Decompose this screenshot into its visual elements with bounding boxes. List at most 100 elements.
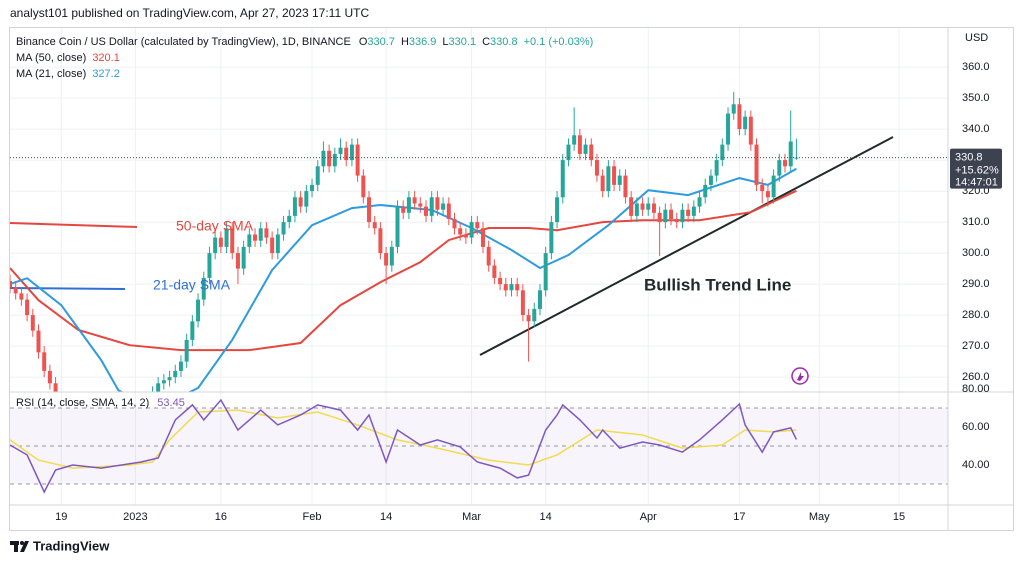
candle-body [640,203,645,210]
y-tick-label: 270.0 [962,340,990,352]
candle-body [207,253,212,278]
candle-body [270,237,275,254]
candle-body [378,228,383,254]
candle-body [344,147,349,161]
candle-body [532,308,537,322]
candle-body [731,104,736,114]
candle-body [651,203,656,213]
candle-body [623,175,628,198]
candle-body [617,175,622,185]
candle-body [321,150,326,167]
candle-body [332,153,337,167]
candle-body [612,166,617,185]
candle-body [697,197,702,207]
candle-body [372,222,377,229]
x-tick-label: Apr [640,511,657,523]
candle-body [606,166,611,192]
candle-body [629,197,634,216]
candle-body [543,253,548,291]
candle-body [435,197,440,210]
header: analyst101 published on TradingView.com,… [10,6,369,20]
candle-body [441,203,446,210]
candle-body [743,116,748,130]
candle-body [600,175,605,192]
candle-body [480,228,485,247]
x-tick-label: 17 [733,511,745,523]
candle-body [765,191,770,198]
candle-body [384,253,389,266]
footer: TradingView [33,538,110,553]
candle-body [241,246,246,269]
candle-body [515,284,520,291]
candle-body [258,228,263,241]
price-pane [10,91,894,392]
y-tick-label: 310.0 [962,216,990,228]
candle-body [720,144,725,161]
x-tick-label: 15 [893,511,905,523]
candle-body [355,144,360,176]
candle-body [47,370,52,384]
candle-body [235,253,240,269]
candle-body [264,228,269,238]
candle-body [572,135,577,145]
legend-ma21: MA (21, close) 327.2 [16,68,120,80]
annotation: Bullish Trend Line [644,275,791,294]
alert-icon[interactable] [791,367,809,385]
logo-part [14,541,18,552]
candle-body [560,160,565,198]
y-tick-label: 340.0 [962,123,990,135]
candle-body [338,147,343,154]
x-tick-label: Feb [303,511,322,523]
candle-body [292,197,297,216]
candle-body [452,218,457,229]
x-tick-label: 14 [380,511,392,523]
candle-body [788,141,793,167]
candle-body [30,315,35,331]
candle-body [25,299,30,316]
x-tick-label: Mar [462,511,481,523]
y-tick-label: 280.0 [962,309,990,321]
y-tick-label: 290.0 [962,278,990,290]
rsi-sma [10,409,797,469]
candle-body [184,339,189,362]
candle-body [458,228,463,235]
logo-part [20,541,24,545]
candle-body [589,144,594,161]
candle-body [520,290,525,316]
candle-body [230,228,235,254]
candle-body [173,370,178,378]
rsi-tick-label: 40.00 [962,459,990,471]
candle-body [737,104,742,130]
candle-body [509,284,514,291]
legend-rsi: RSI (14, close, SMA, 14, 2) 53.45 [16,397,185,409]
candle-body [663,209,668,223]
candle-body [36,330,41,353]
candle-body [669,209,674,219]
candle-body [526,315,531,322]
candle-body [634,203,639,216]
candle-body [577,135,582,154]
candle-body [13,287,18,294]
ma-line [10,189,797,352]
candle-body [275,234,280,254]
candle-body [412,197,417,204]
rsi-tick-label: 60.00 [962,421,990,433]
candle-body [691,206,696,216]
candle-body [10,281,12,288]
y-tick-label: 260.0 [962,371,990,383]
candle-body [583,144,588,154]
candle-body [218,237,223,247]
alert-icon-bolt [797,372,804,381]
candle-body [726,113,731,145]
candle-body [537,290,542,309]
x-tick-label: 14 [540,511,552,523]
countdown: 14:47:01 [955,177,998,189]
frame [9,27,1014,531]
candle-body [53,383,58,392]
candle-body [367,197,372,223]
candle-body [178,361,183,371]
candle-body [463,234,468,238]
candle-body [486,246,491,266]
candle-body [19,293,24,300]
legend-title: Binance Coin / US Dollar (calculated by … [16,36,593,48]
